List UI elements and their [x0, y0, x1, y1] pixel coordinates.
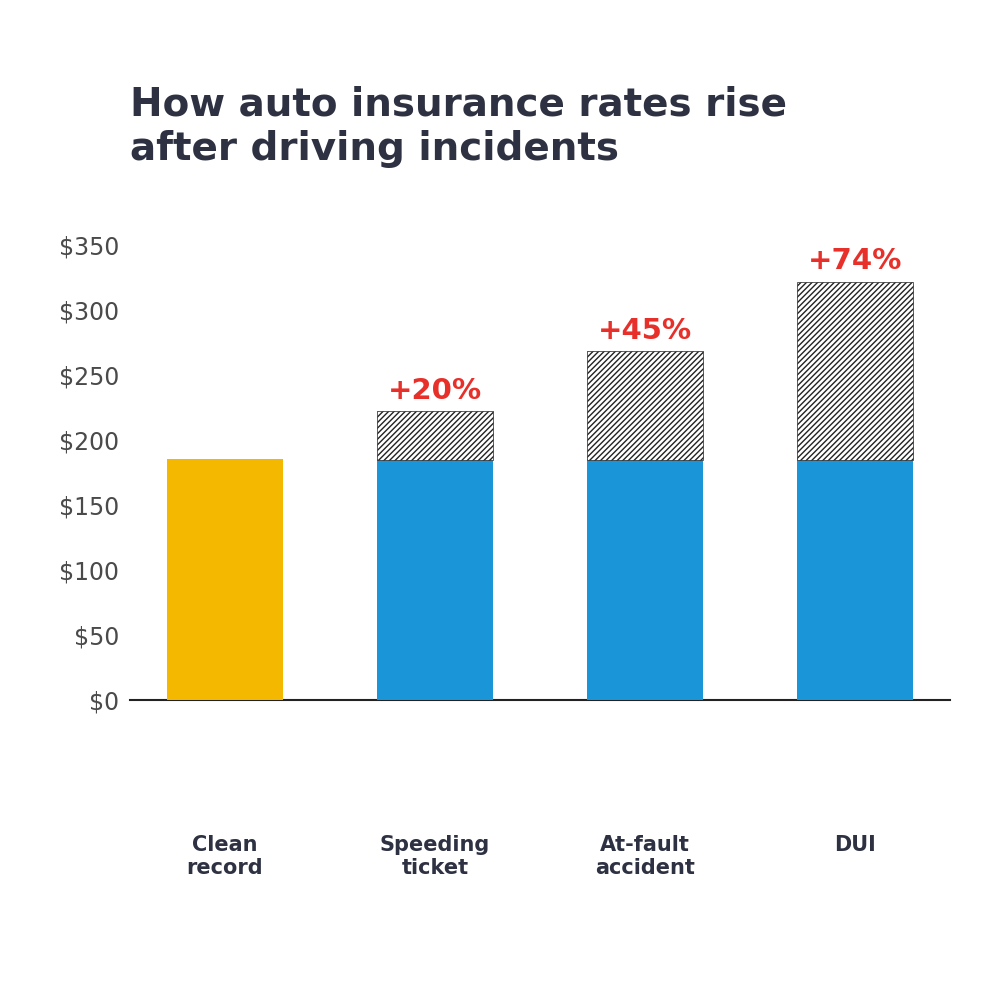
- Bar: [377, 411, 493, 460]
- Text: +74%: +74%: [808, 247, 902, 275]
- Bar: [587, 460, 703, 700]
- Text: +45%: +45%: [598, 317, 692, 345]
- Text: Speeding
ticket: Speeding ticket: [380, 835, 490, 878]
- Bar: [167, 460, 283, 700]
- Bar: [797, 460, 913, 700]
- Bar: [587, 351, 703, 460]
- Text: At-fault
accident: At-fault accident: [595, 835, 695, 878]
- Text: +20%: +20%: [388, 377, 482, 405]
- Bar: [797, 282, 913, 460]
- Text: Ⓡ QuoteWizard®: Ⓡ QuoteWizard®: [741, 943, 960, 967]
- Text: How auto insurance rates rise
after driving incidents: How auto insurance rates rise after driv…: [130, 85, 787, 168]
- Text: Clean
record: Clean record: [187, 835, 263, 878]
- Bar: [377, 460, 493, 700]
- Text: DUI: DUI: [834, 835, 876, 855]
